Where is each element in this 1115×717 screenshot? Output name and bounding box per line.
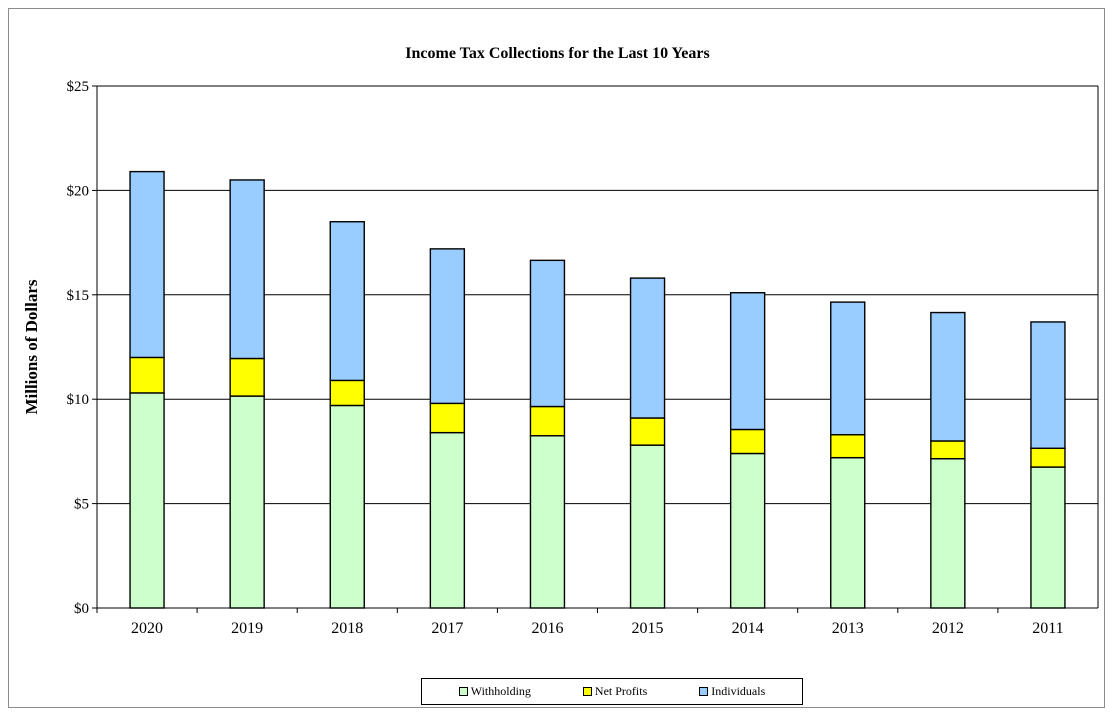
bar-segment-individuals [729, 292, 766, 431]
bar-segment-net-profits [930, 440, 966, 460]
bar-segment-withholding [830, 456, 866, 609]
x-tick-label: 2011 [1032, 620, 1063, 637]
bar-segment-individuals [329, 221, 365, 382]
chart-title: Income Tax Collections for the Last 10 Y… [405, 45, 710, 62]
y-tick-label: $15 [67, 288, 90, 304]
x-tick-label: 2020 [131, 620, 163, 637]
stacked-bar-chart: $0 $5 $10 $15 $20 $25 Millions of Dollars 2020 2… [22, 79, 1099, 637]
y-tick-label: $10 [67, 392, 90, 408]
x-tick-label: 2014 [732, 620, 764, 637]
x-tick-label: 2013 [832, 620, 864, 637]
bar-segment-net-profits [729, 428, 766, 455]
bar-segment-net-profits [429, 402, 466, 434]
bar-segment-withholding [1030, 466, 1066, 609]
bar-segment-withholding [529, 435, 566, 609]
x-tick-label: 2012 [932, 620, 964, 637]
bar-segment-net-profits [629, 417, 666, 446]
x-tick-label: 2016 [531, 620, 563, 637]
legend-label: Net Profits [594, 684, 648, 698]
legend: Withholding Net Profits Individuals [421, 678, 803, 705]
bar-segment-withholding [129, 392, 165, 609]
legend-swatch [582, 687, 592, 696]
legend-item: Individuals [699, 684, 765, 699]
bar-segment-individuals [529, 259, 566, 408]
x-tick-label: 2019 [231, 620, 263, 637]
bar-segment-net-profits [229, 357, 265, 397]
bar-segment-net-profits [129, 356, 165, 394]
y-axis-label: Millions of Dollars [22, 279, 41, 414]
bar-segment-net-profits [529, 405, 566, 437]
bar-segment-net-profits [1030, 447, 1066, 468]
legend-item: Withholding [458, 684, 531, 699]
bar-segment-net-profits [329, 379, 365, 407]
bar-segment-withholding [429, 431, 466, 609]
bar-segment-withholding [229, 395, 265, 609]
legend-swatch [699, 687, 709, 696]
y-tick-label: $20 [67, 183, 90, 199]
bar-segment-net-profits [830, 433, 866, 459]
bar-segment-individuals [629, 277, 666, 419]
chart-frame: Income Tax Collections for the Last 10 Y… [8, 8, 1105, 708]
bar-segment-individuals [429, 248, 466, 405]
legend-swatch [458, 687, 468, 696]
x-tick-label: 2017 [431, 620, 463, 637]
x-tick-label: 2018 [331, 620, 363, 637]
bar-segment-individuals [129, 170, 165, 359]
y-tick-label: $25 [67, 79, 90, 95]
legend-item: Net Profits [582, 684, 648, 699]
bar-segment-individuals [830, 301, 866, 436]
y-tick-label: $0 [74, 601, 89, 617]
bar-segment-withholding [930, 458, 966, 609]
bar-segment-individuals [1030, 321, 1066, 449]
legend-label: Withholding [470, 684, 531, 698]
bar-segment-withholding [629, 444, 666, 609]
bar-segment-withholding [729, 452, 766, 609]
y-tick-label: $5 [74, 497, 89, 513]
bar-segment-individuals [229, 179, 265, 360]
legend-label: Individuals [711, 684, 766, 698]
bar-segment-withholding [329, 404, 365, 609]
bar-segment-individuals [930, 311, 966, 442]
x-tick-label: 2015 [632, 620, 664, 637]
